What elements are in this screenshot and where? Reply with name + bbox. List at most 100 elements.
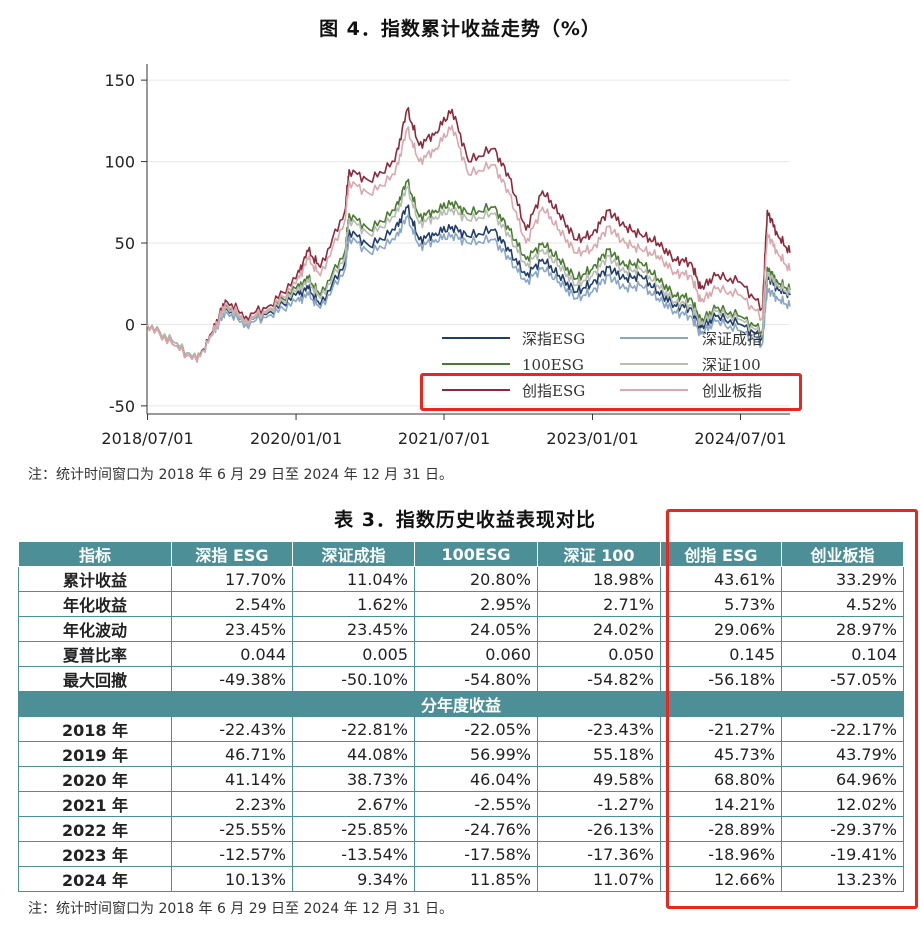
table-cell: 38.73% bbox=[292, 766, 415, 792]
table-cell: 4.52% bbox=[781, 591, 904, 617]
table-cell: 2.71% bbox=[537, 591, 661, 617]
table-cell: 45.73% bbox=[660, 741, 782, 767]
table-cell: 0.050 bbox=[537, 641, 661, 667]
column-header: 100ESG bbox=[414, 541, 538, 567]
table-cell: 13.23% bbox=[781, 866, 904, 892]
table-cell: -13.54% bbox=[292, 841, 415, 867]
table-cell: -49.38% bbox=[171, 666, 293, 692]
table-cell: 1.62% bbox=[292, 591, 415, 617]
row-label: 最大回撤 bbox=[18, 666, 172, 692]
table-cell: 55.18% bbox=[537, 741, 661, 767]
table-cell: -17.36% bbox=[537, 841, 661, 867]
table-cell: 64.96% bbox=[781, 766, 904, 792]
table-cell: 29.06% bbox=[660, 616, 782, 642]
table-cell: -57.05% bbox=[781, 666, 904, 692]
table-cell: -23.43% bbox=[537, 716, 661, 742]
table-cell: 0.145 bbox=[660, 641, 782, 667]
section-row: 分年度收益 bbox=[18, 691, 904, 717]
table-cell: -54.82% bbox=[537, 666, 661, 692]
table-cell: 0.005 bbox=[292, 641, 415, 667]
table-cell: 28.97% bbox=[781, 616, 904, 642]
table-note: 注：统计时间窗口为 2018 年 6 月 29 日至 2024 年 12 月 3… bbox=[28, 901, 454, 917]
table-row: 2018 年 -22.43% -22.81% -22.05% -23.43% -21.27… bbox=[18, 716, 904, 742]
table-cell: 11.85% bbox=[414, 866, 538, 892]
table-cell: 2.23% bbox=[171, 791, 293, 817]
row-label: 2020 年 bbox=[18, 766, 172, 792]
table-cell: 17.70% bbox=[171, 566, 293, 592]
column-header: 深指 ESG bbox=[171, 541, 293, 567]
table-row: 最大回撤 -49.38% -50.10% -54.80% -54.82% -56.18% -… bbox=[18, 666, 904, 692]
table-cell: -18.96% bbox=[660, 841, 782, 867]
table-cell: -25.55% bbox=[171, 816, 293, 842]
row-label: 2021 年 bbox=[18, 791, 172, 817]
table-cell: -19.41% bbox=[781, 841, 904, 867]
table-row: 年化波动 23.45% 23.45% 24.05% 24.02% 29.06% 28.97% bbox=[18, 616, 904, 642]
section-label: 分年度收益 bbox=[18, 691, 904, 717]
x-tick-label: 2021/07/01 bbox=[398, 429, 490, 448]
column-header: 创业板指 bbox=[781, 541, 904, 567]
table-cell: 24.05% bbox=[414, 616, 538, 642]
performance-table: 指标 深指 ESG 深证成指 100ESG 深证 100 创指 ESG 创业板指 累计收益 1… bbox=[18, 541, 904, 892]
row-label: 夏普比率 bbox=[18, 641, 172, 667]
legend-label: 100ESG bbox=[522, 356, 584, 374]
table-cell: 20.80% bbox=[414, 566, 538, 592]
table-cell: 11.04% bbox=[292, 566, 415, 592]
table-row: 年化收益 2.54% 1.62% 2.95% 2.71% 5.73% 4.52% bbox=[18, 591, 904, 617]
table-cell: 5.73% bbox=[660, 591, 782, 617]
row-label: 2018 年 bbox=[18, 716, 172, 742]
series-line bbox=[146, 124, 791, 363]
series-line bbox=[146, 213, 791, 362]
table-cell: 24.02% bbox=[537, 616, 661, 642]
table-cell: 46.04% bbox=[414, 766, 538, 792]
table-row: 2023 年 -12.57% -13.54% -17.58% -17.36% -18.96… bbox=[18, 841, 904, 867]
series-line bbox=[146, 185, 791, 362]
table-cell: 43.61% bbox=[660, 566, 782, 592]
row-label: 累计收益 bbox=[18, 566, 172, 592]
x-tick-label: 2018/07/01 bbox=[101, 429, 193, 448]
table-cell: 18.98% bbox=[537, 566, 661, 592]
y-tick-label: 0 bbox=[125, 315, 135, 334]
legend-label: 创指ESG bbox=[522, 382, 585, 400]
table-cell: -12.57% bbox=[171, 841, 293, 867]
column-header: 深证 100 bbox=[537, 541, 661, 567]
legend-label: 深证成指 bbox=[702, 330, 762, 348]
y-tick-label: 150 bbox=[104, 71, 135, 90]
x-tick-label: 2024/07/01 bbox=[694, 429, 786, 448]
row-label: 2019 年 bbox=[18, 741, 172, 767]
table-cell: -22.17% bbox=[781, 716, 904, 742]
highlight-box-table bbox=[666, 509, 918, 909]
row-label: 2023 年 bbox=[18, 841, 172, 867]
table-cell: -54.80% bbox=[414, 666, 538, 692]
y-tick-label: 50 bbox=[115, 234, 135, 253]
column-header: 深证成指 bbox=[292, 541, 415, 567]
table-cell: -17.58% bbox=[414, 841, 538, 867]
table-cell: 2.54% bbox=[171, 591, 293, 617]
legend-label: 深证100 bbox=[702, 356, 761, 374]
row-label: 2022 年 bbox=[18, 816, 172, 842]
table-cell: -1.27% bbox=[537, 791, 661, 817]
table-cell: 49.58% bbox=[537, 766, 661, 792]
table-cell: 56.99% bbox=[414, 741, 538, 767]
table-cell: -28.89% bbox=[660, 816, 782, 842]
y-tick-label: -50 bbox=[109, 397, 135, 416]
column-header: 创指 ESG bbox=[660, 541, 782, 567]
highlight-box-legend bbox=[420, 373, 802, 411]
table-title: 表 3．指数历史收益表现对比 bbox=[334, 509, 596, 531]
figure-note: 注：统计时间窗口为 2018 年 6 月 29 日至 2024 年 12 月 3… bbox=[28, 467, 454, 483]
table-cell: 0.104 bbox=[781, 641, 904, 667]
x-tick-label: 2020/01/01 bbox=[250, 429, 342, 448]
y-tick-label: 100 bbox=[104, 153, 135, 172]
table-cell: 44.08% bbox=[292, 741, 415, 767]
table-cell: 12.66% bbox=[660, 866, 782, 892]
line-chart: 150 100 50 0 -50 2018/07/01 2020/01/01 2021/07/… bbox=[101, 64, 791, 448]
table-cell: 46.71% bbox=[171, 741, 293, 767]
table-cell: -56.18% bbox=[660, 666, 782, 692]
table-cell: -25.85% bbox=[292, 816, 415, 842]
table-cell: -2.55% bbox=[414, 791, 538, 817]
table-row: 2024 年 10.13% 9.34% 11.85% 11.07% 12.66% 13.23… bbox=[18, 866, 904, 892]
table-cell: -24.76% bbox=[414, 816, 538, 842]
legend-label: 创业板指 bbox=[702, 382, 762, 400]
table-cell: 2.95% bbox=[414, 591, 538, 617]
table-row: 2020 年 41.14% 38.73% 46.04% 49.58% 68.80% 64.9… bbox=[18, 766, 904, 792]
column-header: 指标 bbox=[18, 541, 172, 567]
